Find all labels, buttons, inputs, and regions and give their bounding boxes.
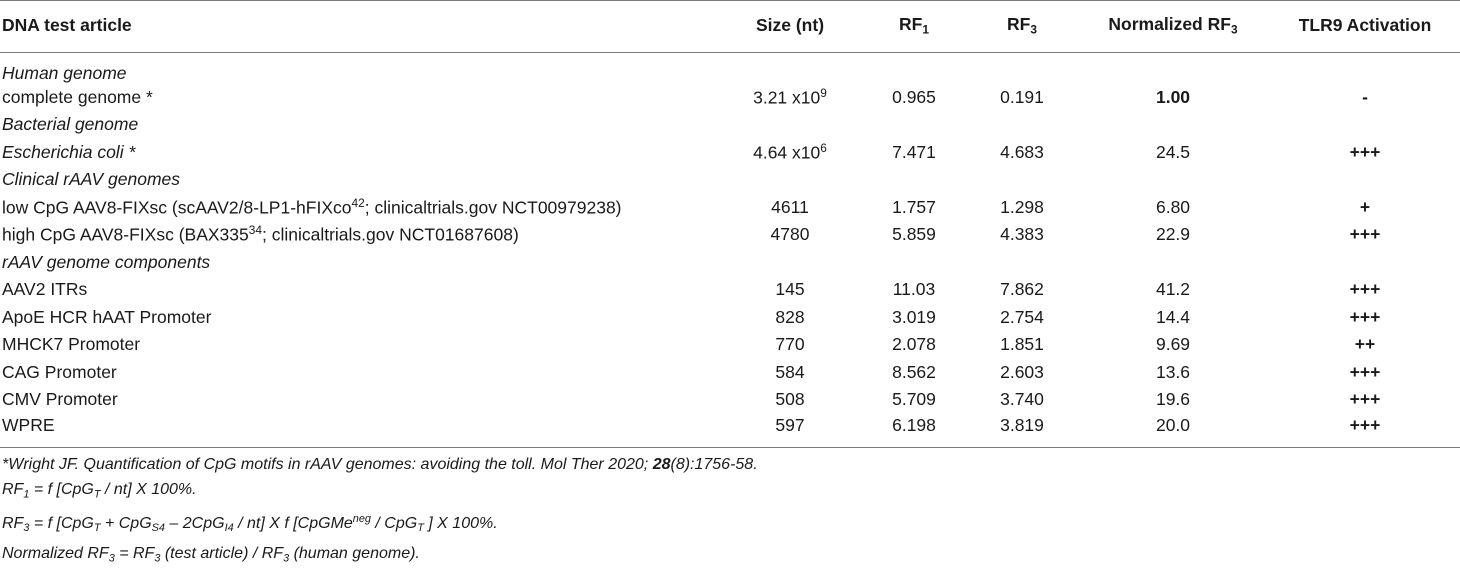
row-name: Escherichia coli *: [2, 141, 136, 162]
table-row: low CpG AAV8-FIXsc (scAAV2/8-LP1-hFIXco4…: [0, 194, 1460, 222]
row-name: low CpG AAV8-FIXsc (scAAV2/8-LP1-hFIXco4…: [2, 195, 622, 218]
table-row: MHCK7 Promoter 770 2.078 1.851 9.69 ++: [0, 331, 1460, 359]
row-normalized-rf3: 20.0: [1155, 414, 1191, 435]
row-normalized-rf3: 6.80: [1155, 196, 1191, 217]
section-rAAV-genome-components: rAAV genome components: [2, 251, 211, 272]
row-rf1: 5.859: [892, 224, 936, 245]
row-rf1: 2.078: [892, 334, 936, 355]
row-size: 584: [775, 361, 805, 382]
row-tlr9: +++: [1349, 306, 1381, 327]
section-row: Human genome: [0, 52, 1460, 84]
row-normalized-rf3: 1.00: [1155, 86, 1191, 107]
row-normalized-rf3: 9.69: [1155, 334, 1191, 355]
section-row: Bacterial genome: [0, 111, 1460, 139]
row-rf1: 11.03: [892, 279, 936, 300]
table-row: ApoE HCR hAAT Promoter 828 3.019 2.754 1…: [0, 304, 1460, 332]
row-rf1: 3.019: [892, 306, 936, 327]
footnote-normalized-definition: Normalized RF3 = RF3 (test article) / RF…: [2, 545, 420, 565]
row-name: CMV Promoter: [2, 389, 118, 410]
footnote-rf1-definition: RF1 = f [CpGT / nt] X 100%.: [2, 481, 197, 501]
header-dna-test-article: DNA test article: [0, 0, 720, 53]
row-normalized-rf3: 19.6: [1155, 389, 1191, 410]
row-rf3: 2.754: [1000, 306, 1044, 327]
row-normalized-rf3: 13.6: [1155, 361, 1191, 382]
row-rf1: 8.562: [892, 361, 936, 382]
table-row: high CpG AAV8-FIXsc (BAX33534; clinicalt…: [0, 221, 1460, 249]
row-normalized-rf3: 24.5: [1155, 141, 1191, 162]
row-rf3: 0.191: [1000, 86, 1044, 107]
row-tlr9: +++: [1349, 389, 1381, 410]
row-rf3: 7.862: [1000, 279, 1044, 300]
row-name: high CpG AAV8-FIXsc (BAX33534; clinicalt…: [2, 223, 519, 246]
row-rf1: 1.757: [892, 196, 936, 217]
header-normalized-rf3: Normalized RF3: [1076, 0, 1270, 53]
row-name: WPRE: [2, 414, 55, 435]
row-rf3: 4.683: [1000, 141, 1044, 162]
row-size: 4611: [771, 196, 809, 217]
section-bacterial-genome: Bacterial genome: [2, 114, 139, 135]
row-size: 770: [775, 334, 805, 355]
row-name: ApoE HCR hAAT Promoter: [2, 306, 212, 327]
cpg-table: DNA test article Size (nt) RF1 RF3 Norma…: [0, 0, 1460, 442]
section-human-genome: Human genome: [2, 62, 127, 83]
row-name: AAV2 ITRs: [2, 279, 88, 300]
row-tlr9: +: [1359, 196, 1371, 217]
table-row: Escherichia coli * 4.64 x106 7.471 4.683…: [0, 139, 1460, 167]
row-name: complete genome *: [2, 86, 153, 107]
row-size: 3.21 x109: [753, 85, 827, 108]
row-size: 597: [775, 414, 805, 435]
table-row: CMV Promoter 508 5.709 3.740 19.6 +++: [0, 386, 1460, 414]
header-tlr9-activation: TLR9 Activation: [1270, 0, 1460, 53]
row-size: 508: [775, 389, 805, 410]
row-tlr9: +++: [1349, 224, 1381, 245]
row-rf3: 1.851: [1000, 334, 1044, 355]
row-tlr9: ++: [1354, 334, 1376, 355]
bottom-rule: [0, 447, 1460, 448]
footnote-reference: *Wright JF. Quantification of CpG motifs…: [2, 456, 758, 473]
row-name: CAG Promoter: [2, 361, 117, 382]
table-row: AAV2 ITRs 145 11.03 7.862 41.2 +++: [0, 276, 1460, 304]
header-row: DNA test article Size (nt) RF1 RF3 Norma…: [0, 0, 1460, 53]
row-rf3: 4.383: [1000, 224, 1044, 245]
row-name: MHCK7 Promoter: [2, 334, 141, 355]
table-row: CAG Promoter 584 8.562 2.603 13.6 +++: [0, 359, 1460, 387]
row-rf1: 5.709: [892, 389, 936, 410]
row-rf1: 6.198: [892, 414, 936, 435]
top-rule: [0, 0, 1460, 1]
row-rf3: 1.298: [1000, 196, 1044, 217]
row-tlr9: -: [1362, 86, 1368, 107]
row-size: 4.64 x106: [753, 140, 827, 163]
footnote-rf3-definition: RF3 = f [CpGT + CpGS4 – 2CpGI4 / nt] X f…: [2, 513, 498, 535]
header-rf1: RF1: [860, 0, 968, 53]
row-rf3: 3.740: [1000, 389, 1044, 410]
header-size: Size (nt): [720, 0, 860, 53]
row-rf3: 3.819: [1000, 414, 1044, 435]
row-size: 145: [775, 279, 805, 300]
row-size: 4780: [770, 224, 810, 245]
section-row: Clinical rAAV genomes: [0, 166, 1460, 194]
section-row: rAAV genome components: [0, 249, 1460, 277]
table-row: WPRE 597 6.198 3.819 20.0 +++: [0, 414, 1460, 442]
header-rf3: RF3: [968, 0, 1076, 53]
row-rf1: 0.965: [892, 86, 936, 107]
section-clinical-rAAV-genomes: Clinical rAAV genomes: [2, 169, 180, 190]
row-normalized-rf3: 22.9: [1155, 224, 1191, 245]
footnotes: *Wright JF. Quantification of CpG motifs…: [0, 452, 1460, 572]
row-rf3: 2.603: [1000, 361, 1044, 382]
row-tlr9: +++: [1349, 414, 1381, 435]
row-size: 828: [775, 306, 805, 327]
row-tlr9: +++: [1349, 279, 1381, 300]
row-normalized-rf3: 41.2: [1155, 279, 1191, 300]
row-rf1: 7.471: [892, 141, 936, 162]
row-tlr9: +++: [1349, 141, 1381, 162]
row-normalized-rf3: 14.4: [1155, 306, 1191, 327]
table-row: complete genome * 3.21 x109 0.965 0.191 …: [0, 84, 1460, 112]
row-tlr9: +++: [1349, 361, 1381, 382]
